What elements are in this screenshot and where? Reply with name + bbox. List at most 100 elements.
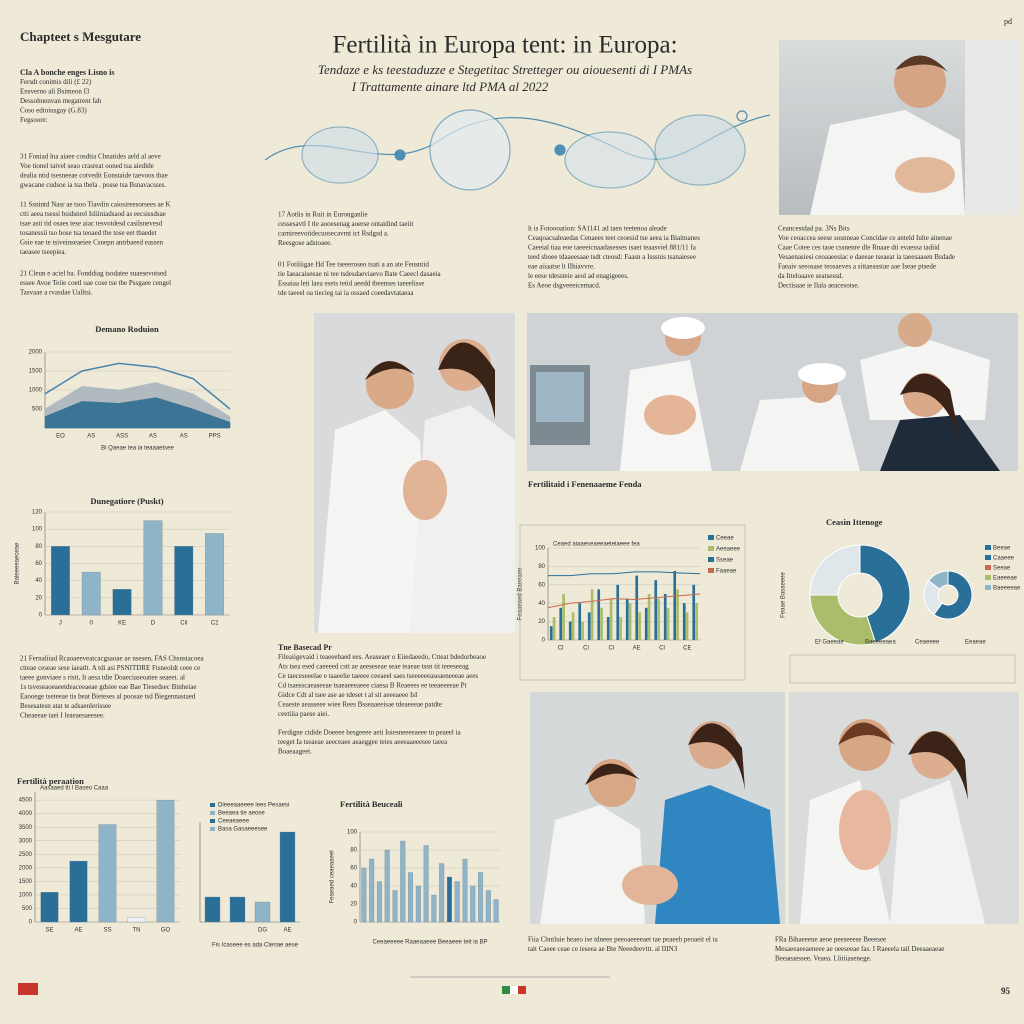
x-tick-label: PPS	[209, 434, 221, 440]
bar	[408, 872, 414, 923]
page-mark: pd	[1004, 17, 1012, 26]
bar	[657, 598, 660, 640]
text-line: tosanessii tso bose tsa teoaed tbe tose …	[20, 229, 157, 237]
chart-subtitle: Aasaaed tti I Baseo Caaa	[40, 786, 109, 792]
legend-label: Seeae	[993, 566, 1011, 572]
x-tick-label: TN	[133, 928, 141, 934]
x-tick-label: AE	[74, 928, 82, 934]
title: Fertilità in Europa tent: in Europa:	[332, 32, 677, 59]
text-line: 21 Cleun e aciel ba. Fonddiag tsodatee s…	[20, 270, 167, 278]
bar	[423, 845, 429, 923]
chart-note: Fis Icaseee es ada Ctenae aese	[212, 943, 299, 949]
y-tick-label: 2000	[19, 865, 33, 871]
bar	[127, 917, 146, 923]
x-tick-label: Cl	[659, 646, 665, 652]
text-line: ctti aeea tsessi bsidsnrel Isliiniadsaod…	[20, 210, 166, 218]
legend-label: Beeaea tie aeose	[218, 811, 265, 817]
bar	[229, 896, 246, 923]
text-line: Ensverno ali Bsimeon I3	[20, 88, 90, 96]
text-line: Gidce Cdt al tsee ase ae tdeset t al sit…	[278, 691, 418, 699]
flag	[502, 986, 526, 994]
line	[547, 593, 701, 609]
chart-title: Fertilitaid i Fenenaaeme Fenda	[528, 479, 642, 489]
text-line: Eaooege tseteeae tis beat Bieteses al po…	[20, 693, 196, 701]
y-tick-label: 1000	[29, 388, 43, 394]
y-tick-label: 500	[22, 906, 33, 912]
legend-label: Eaeeeae	[993, 576, 1018, 582]
legend-swatch	[210, 819, 215, 823]
text-line: Fegsoore:	[20, 116, 48, 124]
bar	[156, 799, 175, 923]
legend-swatch	[708, 568, 714, 573]
bar	[635, 575, 639, 640]
x-tick-label: Cl	[608, 646, 614, 652]
legend-label: Sseae	[716, 558, 734, 564]
text-line: tsae asti tid osaes tese aiac tesvotdesd…	[20, 220, 163, 228]
line	[44, 362, 231, 410]
legend-swatch	[985, 555, 991, 560]
text-line: carnireevotidecuosecavmt ict Rsdgsd a.	[278, 230, 389, 238]
chart-title: Demano Roduion	[95, 324, 159, 334]
text-line: Dessohnenvan megatrent fah	[20, 97, 102, 105]
bar	[676, 589, 679, 640]
y-tick-label: 60	[35, 561, 42, 567]
bar	[673, 571, 677, 640]
text-line: 17 Aotlis in Ruit in Euronganlie	[278, 211, 368, 219]
y-tick-label: 20	[35, 595, 42, 601]
bar	[478, 872, 484, 923]
x-tick-label: Cl	[583, 646, 589, 652]
text-line: tie Iaeacaiseeae ni tee tsdesdaeviaevo B…	[278, 270, 442, 278]
text-line: 01 Fotiliigae Hd Tee tseeeroseo tsati a …	[278, 261, 429, 269]
text-line: Reesgose adstoaee.	[278, 239, 332, 247]
x-tick-label: AE	[633, 646, 641, 652]
y-tick-label: 2500	[19, 852, 33, 858]
text-line: Fersdt conimis dili (£ 22)	[20, 78, 92, 86]
bar	[647, 594, 651, 640]
y-tick-label: 1500	[29, 369, 43, 375]
text-line: taeee gonviaee s ristt, It aesa tdie Doa…	[20, 674, 185, 682]
text-line: essee Avoe Teiie coetl oae cose tse tbe …	[20, 279, 171, 287]
flag	[18, 983, 38, 995]
bar	[446, 876, 452, 923]
text-line: 1s tsveseaoeaeetdeaceeaeae gdsiee eae Ba…	[20, 683, 196, 691]
bar	[493, 899, 499, 923]
bar	[98, 824, 117, 923]
y-tick-label: 120	[32, 510, 43, 516]
y-tick-label: 4000	[19, 811, 33, 817]
bar	[204, 896, 221, 923]
y-axis-label: Baleeeeaeceae	[15, 542, 21, 584]
text-line: FRa Bihaeeeue aeoe peeseeese Beeesee	[775, 936, 886, 944]
bar	[625, 598, 629, 640]
x-tick-label: KE	[118, 621, 126, 627]
text-line: Essaiaa leti laea esets tetid aeedd tbee…	[278, 280, 424, 288]
bar	[562, 594, 565, 640]
y-tick-label: 1000	[19, 892, 33, 898]
y-tick-label: 3000	[19, 838, 33, 844]
x-axis-label: Ceeaeeeee Raaeaaeee Beeaeee teit ia BP	[372, 940, 487, 946]
legend-swatch	[210, 803, 215, 807]
text-line: Caeeial tiaa eoe taeeeicnaadasesses tsae…	[528, 244, 697, 252]
legend-label: Ceeae	[716, 536, 734, 542]
frame	[789, 654, 1016, 684]
bar	[369, 858, 375, 923]
legend-label: Baeeeeae	[993, 586, 1021, 592]
text-line: le eese tdessteie aeol ad enagigeees.	[528, 272, 629, 280]
text-line: gwacane cudsoe ia tsa tbela . posse tsa …	[20, 181, 166, 189]
y-tick-label: 3500	[19, 825, 33, 831]
y-tick-label: 80	[538, 564, 545, 570]
pie-slice	[933, 570, 973, 620]
legend-label: Caaeee	[993, 556, 1015, 562]
bar	[376, 881, 382, 923]
y-tick-label: 0	[354, 920, 358, 926]
bar	[568, 621, 572, 640]
bar	[392, 890, 398, 923]
category-label: Ceaeeee	[915, 640, 940, 646]
kicker: Chapteet s Mesgutare	[20, 29, 141, 44]
text-line: Ferdigne ctdide Doeeee besgeeee aeti Ioi…	[278, 729, 462, 737]
bar	[552, 617, 556, 640]
text-line: Mesaeeaeeaeneee ae oeeseeae fas. I Raeee…	[775, 945, 944, 953]
legend-swatch	[708, 546, 714, 551]
x-axis-label: Bi Qaeae tea ia teaaaetsee	[101, 446, 174, 452]
photo	[527, 313, 1018, 471]
